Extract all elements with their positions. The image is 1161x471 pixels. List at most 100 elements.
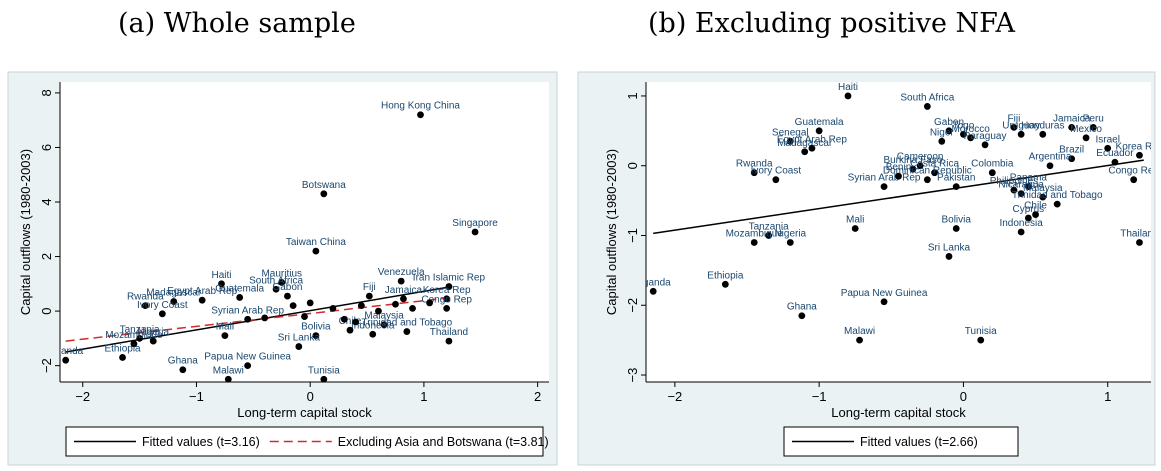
chart-0-point-label: Guatemala [215,283,264,294]
chart-0-point-label: Malaysia [364,311,404,322]
chart-1-point-label: Mali [846,215,864,226]
chart-1-point-label: Ethiopia [707,270,744,281]
chart-1-point-label: South Africa [900,92,954,103]
chart-1-point-label: Nigeria [774,228,806,239]
chart-1-point [1089,123,1097,131]
chart-1-point-label: Ecuador [1096,148,1134,159]
chart-1-point-label: Mexico [1070,124,1102,135]
chart-0-point-label: Chile [339,316,362,327]
chart-1-point [1104,144,1112,152]
chart-1-point [880,183,888,191]
chart-0-point-label: Korea Rep [423,285,471,296]
chart-1-point-label: Argentina [1029,152,1072,163]
chart-0-point [352,318,360,326]
chart-1-point [952,225,960,232]
chart-0-x-tick-label: 2 [534,389,541,404]
chart-1-point-label: Honduras [1021,120,1064,131]
chart-1-point [815,127,823,135]
chart-0-fit-line-0 [65,285,453,353]
chart-0-point [320,375,328,382]
chart-0-point [306,299,314,307]
chart-1-point [1130,176,1138,184]
chart-1-point [1068,155,1076,163]
chart-1-point [1032,211,1039,218]
chart-1-point [960,130,967,138]
chart-0-point-label: Venezuela [378,267,425,278]
chart-0-point-label: Botswana [302,180,346,191]
chart-0-point [158,310,166,318]
chart-0-y-label: Capital outflows (1980-2003) [18,149,33,315]
chart-0-x-tick-label: −1 [189,389,204,404]
chart-0-marks: Hong Kong China Botswana Singapore Taiwan C… [60,101,498,382]
chart-1-point-label: Sri Lanka [928,242,971,253]
chart-1-point-label: Chile [1024,201,1047,212]
chart-0-point [244,315,252,323]
chart-1-point-label: Israel [1095,134,1119,145]
chart-1-point [1082,134,1090,142]
chart-0-legend-label-0: Fitted values (t=3.16) [142,435,260,449]
chart-0-point [426,299,433,307]
chart-1-point [981,141,989,149]
chart-1-point-label: Uganda [636,277,671,288]
chart-1-point-label: Cameroon [897,152,944,163]
chart-1-x-tick-label: 1 [1104,389,1111,404]
chart-1-point-label: Ghana [787,302,817,313]
chart-1-point-label: Uruguay [1002,120,1040,131]
chart-0-point [224,375,232,382]
chart-1-point-label: Paraguay [964,131,1007,142]
chart-0-point [397,277,405,285]
chart-0-point-label: Singapore [452,218,498,229]
chart-0-point [375,307,382,315]
chart-1-point-label: Indonesia [999,218,1043,229]
chart-1-point [916,162,924,170]
chart-1-point [772,176,780,184]
chart-0-point [312,247,320,255]
chart-1-y-tick-label: −1 [625,228,640,243]
chart-1-point-label: Nicaragua [998,180,1044,191]
chart-0-point-label: Thailand [430,327,468,338]
chart-1-point-label: Madagascar [777,138,833,149]
chart-1-point-label: Syrian Arab Rep [848,173,921,184]
chart-1-point-label: Costa Rica [910,159,959,170]
chart-1-point [909,165,917,173]
chart-1-x-label: Long-term capital stock [831,405,966,420]
chart-1-point-label: Senegal [772,127,809,138]
chart-0-point-label: Congo Rep [421,294,472,305]
chart-0-point-label: Bolivia [301,322,331,333]
chart-0-point-label: Tanzania [120,324,160,335]
chart-0-point [403,328,411,335]
chart-0-point-label: Trinidad and Tobago [362,318,453,329]
chart-0-point-label: Gabon [272,282,302,293]
chart-0-point [340,315,348,323]
chart-1-point [1010,186,1018,194]
chart-1-point [786,239,794,246]
chart-1-point [923,103,931,110]
chart-1-point [967,134,975,142]
chart-0-point [417,111,424,119]
chart-1-point-label: Dominican Republic [883,166,972,177]
chart-0-point [289,302,297,310]
chart-1-point-label: Morocco [951,124,990,135]
chart-1-point [1010,123,1018,131]
chart-1-point [1017,190,1025,198]
chart-0-point [443,295,451,303]
chart-0-point [198,296,206,304]
chart-0-point-label: Taiwan China [286,237,346,248]
chart-0-point [443,304,451,312]
chart-1-point [923,176,931,184]
chart-1-point-label: Tanzania [749,221,789,232]
chart-1-point [750,169,758,177]
chart-1-point-label: Papua New Guinea [841,288,928,299]
chart-1-point [1024,214,1032,222]
chart-0-point [409,304,416,312]
chart-0-point [62,356,70,364]
chart-0-y-tick-label: 4 [39,198,54,205]
chart-1-y-tick-label: −2 [625,298,640,313]
chart-1-point-label: Niger [930,127,955,138]
chart-0-point [369,330,377,338]
chart-1-point [801,148,809,156]
chart-0-y-tick-label: 2 [39,253,54,260]
chart-0-point-label: Ethiopia [104,343,141,354]
panel-a-title: (a) Whole sample [118,8,356,39]
chart-1-point-label: Congo Rep [1108,166,1159,177]
